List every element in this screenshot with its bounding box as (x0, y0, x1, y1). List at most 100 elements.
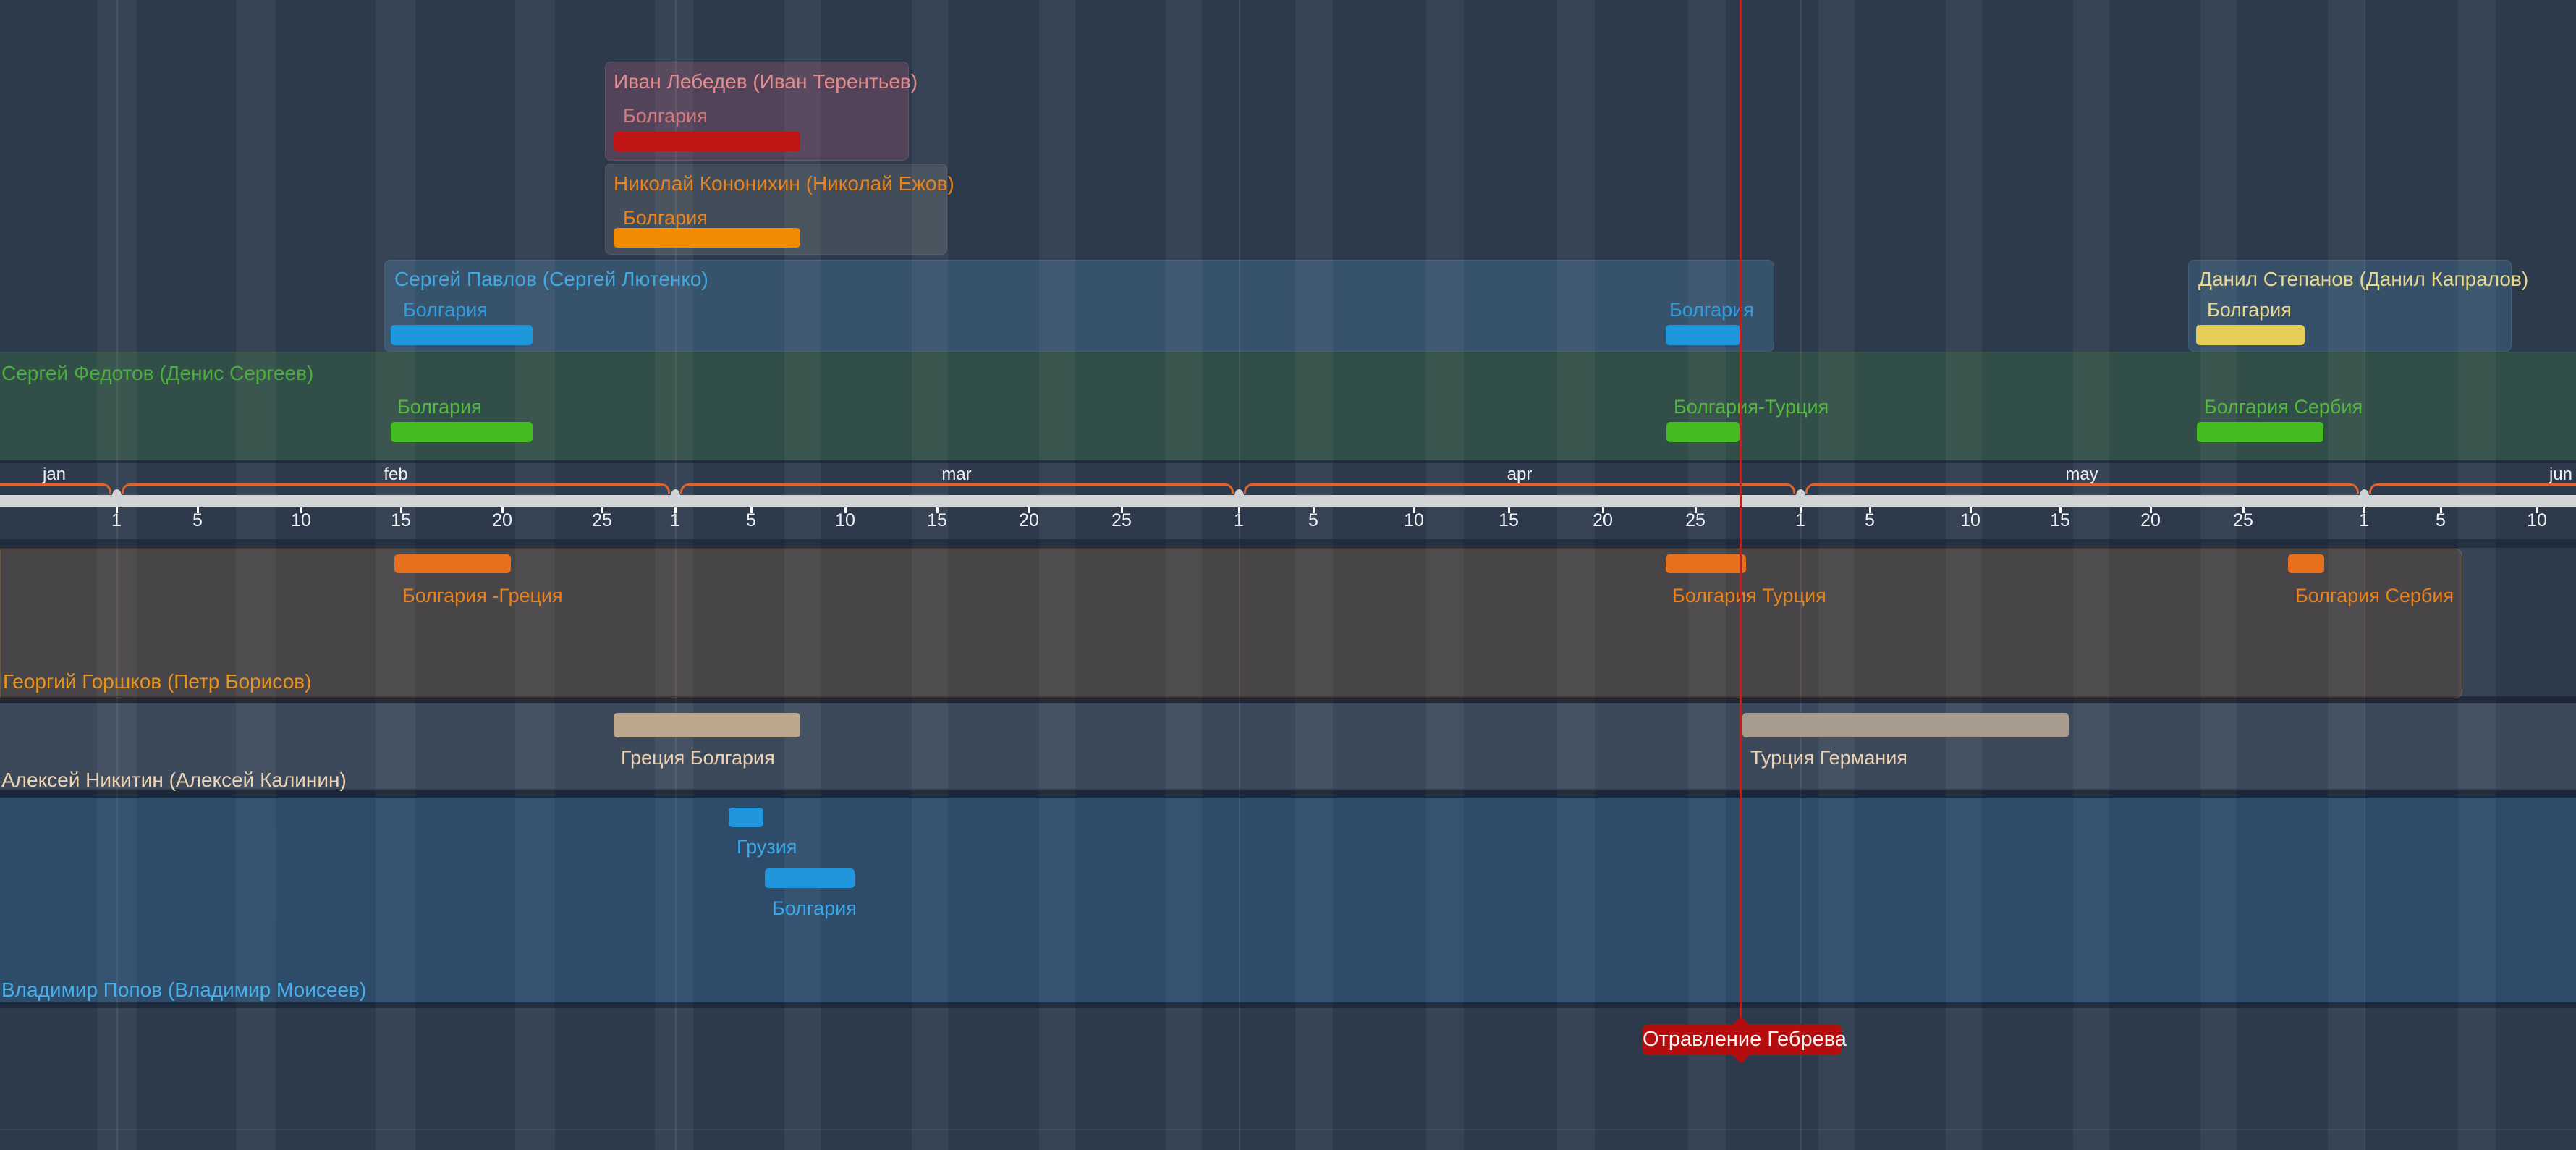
axis-day-label: 5 (746, 510, 756, 530)
axis-day-label: 25 (2233, 510, 2253, 530)
card-trip-bar-stepanov-1[interactable] (2196, 325, 2305, 345)
axis-day-label: 5 (2436, 510, 2446, 530)
weekend-stripe (1557, 0, 1595, 1150)
month-gridline (2364, 0, 2365, 1150)
row-divider (0, 696, 2576, 703)
axis-day-tick (2242, 507, 2245, 513)
axis-month-brace-jun (2369, 483, 2576, 494)
person-name-nikitin: Алексей Никитин (Алексей Калинин) (1, 769, 347, 791)
card-trip-bar-pavlov-2[interactable] (1666, 325, 1740, 345)
trip-bar-fedotov-2[interactable] (1666, 422, 1740, 442)
weekend-stripe (1039, 0, 1075, 1150)
trip-bar-gorshkov-3[interactable] (2288, 554, 2324, 573)
weekend-stripe (2200, 0, 2237, 1150)
trip-bar-fedotov-1[interactable] (391, 422, 533, 442)
weekend-stripe (376, 0, 415, 1150)
person-name-gorshkov: Георгий Горшков (Петр Борисов) (3, 670, 312, 693)
axis-day-tick (1800, 507, 1802, 513)
trip-label-gorshkov-2: Болгария Турция (1672, 585, 1826, 606)
month-gridline (1800, 0, 1802, 1150)
weekend-stripe (2328, 0, 2364, 1150)
axis-day-tick (936, 507, 939, 513)
axis-day-label: 15 (1499, 510, 1519, 530)
weekend-stripe (97, 0, 137, 1150)
axis-day-tick (2363, 507, 2365, 513)
axis-day-tick (1238, 507, 1240, 513)
axis-day-label: 25 (592, 510, 612, 530)
axis-track[interactable] (0, 495, 2576, 507)
axis-day-tick (2059, 507, 2062, 513)
weekend-stripe (1166, 0, 1202, 1150)
trip-bar-popov-2[interactable] (765, 868, 855, 888)
card-title-lebedev: Иван Лебедев (Иван Терентьев) (614, 70, 918, 93)
trip-label-nikitin-2: Турция Германия (1750, 747, 1907, 769)
axis-day-label: 25 (1685, 510, 1706, 530)
axis-day-label: 1 (111, 510, 122, 530)
trip-label-fedotov-2: Болгария-Турция (1674, 396, 1829, 418)
event-flag[interactable]: Отравление Гебрева (1643, 1024, 1847, 1055)
card-title-kononikhin: Николай Кононихин (Николай Ежов) (614, 172, 954, 195)
person-name-fedotov: Сергей Федотов (Денис Сергеев) (1, 362, 314, 384)
trip-label-popov-2: Болгария (772, 897, 857, 919)
tooltip-card-pavlov[interactable] (384, 260, 1774, 352)
person-name-popov: Владимир Попов (Владимир Моисеев) (1, 978, 367, 1001)
trip-label-fedotov-1: Болгария (397, 396, 482, 418)
axis-day-label: 1 (1795, 510, 1805, 530)
trip-bar-gorshkov-1[interactable] (394, 554, 511, 573)
card-trip-label-lebedev-1: Болгария (623, 105, 708, 127)
axis-day-tick (1970, 507, 1972, 513)
card-title-pavlov: Сергей Павлов (Сергей Лютенко) (394, 268, 708, 290)
weekend-stripe (2073, 0, 2109, 1150)
axis-day-tick (400, 507, 402, 513)
axis-day-label: 1 (670, 510, 680, 530)
axis-day-label: 1 (2359, 510, 2369, 530)
axis-day-tick (1602, 507, 1604, 513)
axis-day-tick (1313, 507, 1315, 513)
axis-day-tick (1695, 507, 1697, 513)
axis-month-dot (112, 489, 122, 503)
axis-day-label: 20 (1593, 510, 1613, 530)
trip-bar-popov-1[interactable] (729, 808, 763, 827)
axis-month-label-feb: feb (384, 465, 408, 484)
axis-day-tick (1121, 507, 1123, 513)
axis-day-label: 20 (492, 510, 512, 530)
axis-day-label: 15 (391, 510, 411, 530)
weekend-stripe (1946, 0, 1982, 1150)
axis-day-label: 10 (1960, 510, 1980, 530)
trip-bar-fedotov-3[interactable] (2197, 422, 2323, 442)
axis-day-tick (501, 507, 504, 513)
trip-bar-nikitin-2[interactable] (1742, 713, 2069, 737)
axis-month-brace-feb (122, 483, 670, 494)
axis-month-dot (671, 489, 680, 503)
trip-label-gorshkov-1: Болгария -Греция (402, 585, 563, 606)
axis-day-label: 10 (835, 510, 855, 530)
trip-label-popov-1: Грузия (737, 836, 797, 858)
axis-day-tick (2150, 507, 2152, 513)
axis-day-tick (1869, 507, 1871, 513)
axis-month-dot (1234, 489, 1244, 503)
row-divider (0, 539, 2576, 548)
axis-day-label: 15 (927, 510, 947, 530)
month-gridline (116, 0, 118, 1150)
trip-bar-gorshkov-2[interactable] (1666, 554, 1746, 573)
axis-day-tick (2536, 507, 2538, 513)
card-title-stepanov: Данил Степанов (Данил Капралов) (2198, 268, 2529, 290)
card-trip-bar-pavlov-1[interactable] (391, 325, 533, 345)
axis-day-tick (2440, 507, 2442, 513)
axis-month-label-jun: jun (2549, 465, 2573, 484)
row-divider (0, 1002, 2576, 1008)
card-trip-bar-lebedev-1[interactable] (614, 132, 800, 151)
card-trip-bar-kononikhin-1[interactable] (614, 228, 800, 248)
trip-bar-nikitin-1[interactable] (614, 713, 800, 737)
weekend-stripe (784, 0, 821, 1150)
axis-day-label: 10 (1404, 510, 1424, 530)
month-gridline (1239, 0, 1240, 1150)
card-trip-label-stepanov-1: Болгария (2207, 299, 2292, 321)
axis-month-brace-mar (680, 483, 1234, 494)
axis-day-label: 10 (291, 510, 311, 530)
axis-day-tick (197, 507, 199, 513)
axis-day-label: 5 (1308, 510, 1318, 530)
